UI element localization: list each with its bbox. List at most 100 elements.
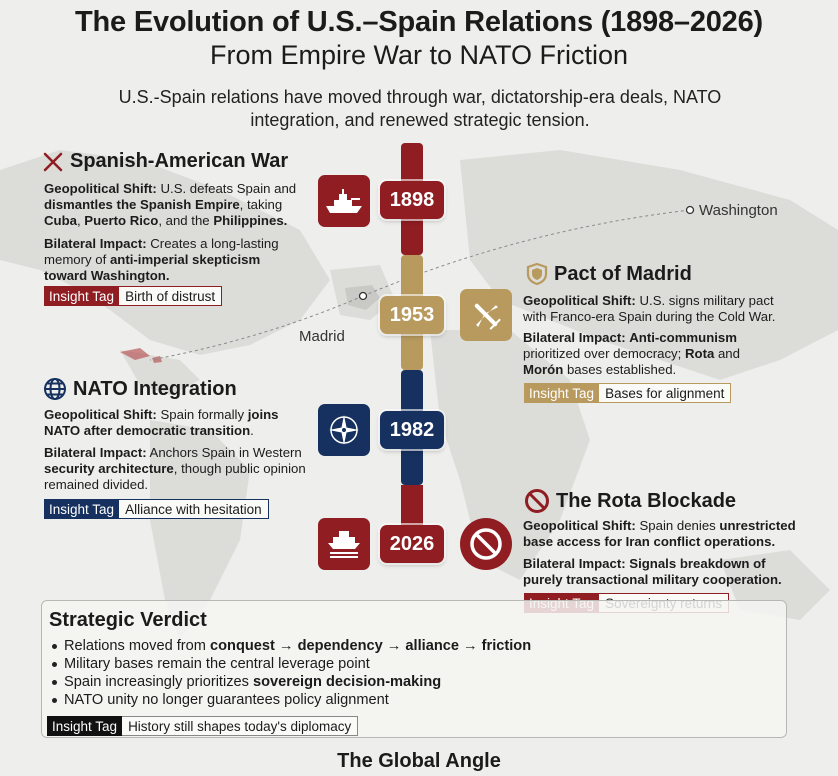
verdict-item: Spain increasingly prioritizes sovereign… xyxy=(52,673,531,691)
impact-text: Anchors Spain in Western security archit… xyxy=(44,445,306,492)
map-label-washington: Washington xyxy=(699,202,778,219)
event-title-2026: The Rota Blockade xyxy=(524,488,736,514)
prohibited-side-icon xyxy=(460,518,512,570)
insight-tag-value: Bases for alignment xyxy=(599,383,732,403)
text-run: Spain denies xyxy=(639,518,720,533)
text-run: joins NATO after democratic transition xyxy=(44,407,279,438)
year-marker-2026: 2026 xyxy=(380,525,444,563)
insight-tag-1898: Insight Tag Birth of distrust xyxy=(44,286,223,306)
text-run: U.S. signs military pact with Franco-era… xyxy=(523,293,776,324)
crossed-swords-icon xyxy=(43,152,63,171)
warship-icon xyxy=(318,175,370,227)
text-run: Creates a long-lasting memory of xyxy=(44,236,279,267)
naval-base-icon xyxy=(318,518,370,570)
shield-icon xyxy=(526,262,548,286)
text-run: Spain formally xyxy=(160,407,248,422)
event-title-text: Pact of Madrid xyxy=(554,262,692,285)
text-run: unrestricted base access for Iran confli… xyxy=(523,518,796,549)
text-run: Relations moved from xyxy=(64,638,210,654)
text-run: bases established. xyxy=(563,362,677,377)
text-run: Rota xyxy=(684,346,715,361)
year-marker-1982: 1982 xyxy=(380,411,444,449)
text-run: U.S. defeats Spain and xyxy=(160,181,297,196)
text-run: , and the xyxy=(158,213,214,228)
event-impact-2026: Bilateral Impact: Signals breakdown of p… xyxy=(523,556,803,588)
page-subtitle: From Empire War to NATO Friction xyxy=(209,40,629,70)
impact-label: Bilateral Impact: xyxy=(523,330,626,345)
verdict-item: Relations moved from conquest → dependen… xyxy=(52,637,531,655)
text-run: Anchors Spain in Western xyxy=(149,445,302,460)
event-impact-1898: Bilateral Impact: Creates a long-lasting… xyxy=(44,236,280,284)
verdict-list: Relations moved from conquest → dependen… xyxy=(52,637,531,709)
text-run: and xyxy=(714,346,740,361)
insight-tag-value: Birth of distrust xyxy=(119,286,223,306)
insight-tag-1982: Insight Tag Alliance with hesitation xyxy=(44,499,269,519)
insight-tag-1953: Insight Tag Bases for alignment xyxy=(524,383,732,403)
shift-label: Geopolitical Shift: xyxy=(523,293,636,308)
text-run: . xyxy=(250,423,254,438)
shift-text: Spain denies unrestricted base access fo… xyxy=(523,518,796,549)
text-run: , though public opinion remained divided… xyxy=(44,461,306,492)
footer-brand: The Global Angle xyxy=(337,750,501,772)
event-title-text: The Rota Blockade xyxy=(556,489,737,512)
shift-label: Geopolitical Shift: xyxy=(523,518,636,533)
text-run: Signals breakdown of purely transactiona… xyxy=(523,556,782,587)
text-run: Anti-communism xyxy=(629,330,737,345)
event-shift-1898: Geopolitical Shift: U.S. defeats Spain a… xyxy=(44,181,310,229)
map-label-madrid: Madrid xyxy=(299,328,345,345)
text-run: Puerto Rico xyxy=(84,213,159,228)
impact-label: Bilateral Impact: xyxy=(44,445,147,460)
verdict-item: NATO unity no longer guarantees policy a… xyxy=(52,691,531,709)
event-shift-1953: Geopolitical Shift: U.S. signs military … xyxy=(523,293,793,325)
impact-text: Anti-communism prioritized over democrac… xyxy=(523,330,740,377)
text-run: Philippines xyxy=(213,213,284,228)
shift-label: Geopolitical Shift: xyxy=(44,181,157,196)
text-run: Military bases remain the central levera… xyxy=(64,656,370,672)
verdict-title: Strategic Verdict xyxy=(49,609,207,631)
event-shift-1982: Geopolitical Shift: Spain formally joins… xyxy=(44,407,284,439)
verdict-panel xyxy=(41,600,787,738)
shift-text: U.S. defeats Spain and dismantles the Sp… xyxy=(44,181,296,228)
text-run: prioritized over democracy; xyxy=(523,346,685,361)
year-marker-1898: 1898 xyxy=(380,181,444,219)
insight-tag-verdict: Insight Tag History still shapes today's… xyxy=(47,716,359,736)
text-run: dismantles the Spanish Empire xyxy=(44,197,240,212)
text-run: security architecture xyxy=(44,461,174,476)
insight-tag-key: Insight Tag xyxy=(524,383,600,403)
year-marker-1953: 1953 xyxy=(380,296,444,334)
intro-text: U.S.-Spain relations have moved through … xyxy=(118,87,722,130)
page-title: The Evolution of U.S.–Spain Relations (1… xyxy=(75,6,763,38)
shift-text: Spain formally joins NATO after democrat… xyxy=(44,407,279,438)
globe-icon xyxy=(44,378,66,400)
text-run: NATO unity no longer guarantees policy a… xyxy=(64,692,389,708)
impact-text: Signals breakdown of purely transactiona… xyxy=(523,556,782,587)
airplane-icon xyxy=(460,289,512,341)
insight-tag-key: Insight Tag xyxy=(47,716,123,736)
verdict-item: Military bases remain the central levera… xyxy=(52,655,531,673)
event-impact-1982: Bilateral Impact: Anchors Spain in Weste… xyxy=(44,445,314,493)
impact-label: Bilateral Impact: xyxy=(44,236,147,251)
shift-label: Geopolitical Shift: xyxy=(44,407,157,422)
insight-tag-key: Insight Tag xyxy=(44,499,120,519)
text-run: conquest → dependency → alliance → frict… xyxy=(210,638,532,654)
text-run: Spain increasingly prioritizes xyxy=(64,674,253,690)
nato-compass-icon xyxy=(318,404,370,456)
text-run: Morón xyxy=(523,362,564,377)
insight-tag-key: Insight Tag xyxy=(44,286,120,306)
text-run: sovereign decision-making xyxy=(253,674,442,690)
event-title-1953: Pact of Madrid xyxy=(526,262,692,286)
impact-label: Bilateral Impact: xyxy=(523,556,626,571)
event-title-text: NATO Integration xyxy=(73,377,237,400)
event-shift-2026: Geopolitical Shift: Spain denies unrestr… xyxy=(523,518,813,550)
event-title-1898: Spanish-American War xyxy=(42,150,288,173)
text-run: anti-imperial skepticism toward Washingt… xyxy=(44,252,261,283)
event-title-1982: NATO Integration xyxy=(43,377,237,401)
text-run: , taking xyxy=(239,197,283,212)
text-run: Cuba xyxy=(44,213,77,228)
impact-text: Creates a long-lasting memory of anti-im… xyxy=(44,236,279,283)
prohibited-icon xyxy=(525,489,549,513)
text-run: . xyxy=(283,213,288,228)
insight-tag-value: History still shapes today's diplomacy xyxy=(122,716,359,736)
text-run: , xyxy=(76,213,85,228)
